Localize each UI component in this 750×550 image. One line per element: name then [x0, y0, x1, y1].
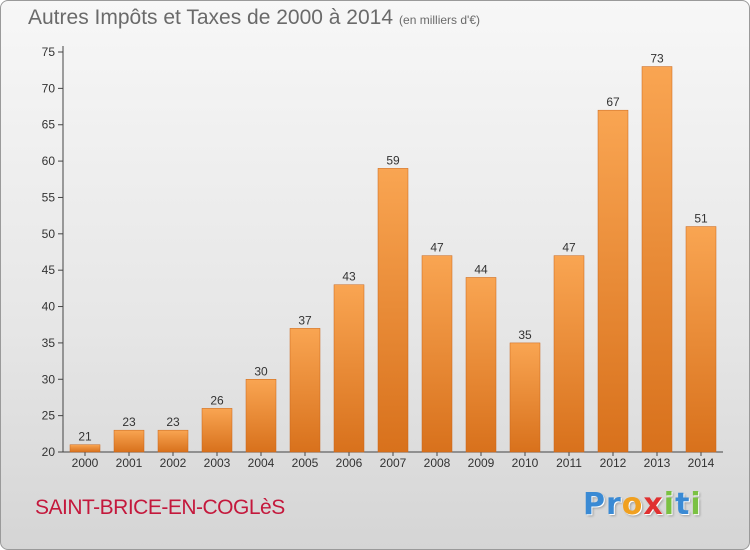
proxiti-logo: Proxiti: [583, 487, 702, 522]
x-tick-label: 2014: [688, 456, 715, 470]
logo-letter: x: [643, 487, 664, 522]
bar: [465, 277, 497, 453]
bar-value-label: 73: [650, 52, 664, 66]
x-tick-label: 2011: [556, 456, 582, 470]
logo-letter: P: [583, 487, 606, 522]
bar-value-label: 37: [298, 313, 312, 327]
commune-name: SAINT-BRICE-EN-COGLèS: [35, 496, 285, 519]
x-tick-label: 2005: [292, 456, 319, 470]
y-tick-label: 70: [42, 81, 56, 95]
bar: [289, 328, 321, 453]
bar: [641, 66, 673, 453]
chart-unit: (en milliers d'€): [399, 13, 481, 27]
bar: [333, 284, 365, 453]
bar-value-label: 26: [210, 393, 224, 407]
y-tick-label: 40: [42, 300, 56, 314]
bars: [69, 66, 717, 453]
bar: [597, 109, 629, 453]
bar: [245, 379, 277, 453]
bar: [157, 429, 189, 453]
y-tick-label: 20: [42, 445, 56, 459]
bar-value-label: 23: [122, 415, 136, 429]
bar-value-label: 47: [430, 241, 444, 255]
logo-letter: t: [675, 487, 691, 522]
bar: [685, 226, 717, 453]
x-tick-label: 2013: [644, 456, 671, 470]
x-tick-label: 2002: [160, 456, 187, 470]
x-tick-label: 2006: [336, 456, 363, 470]
x-tick-label: 2001: [116, 456, 143, 470]
bar-value-label: 51: [694, 212, 708, 226]
bar-value-label: 59: [386, 153, 400, 167]
bar: [377, 168, 409, 453]
y-tick-label: 25: [42, 409, 56, 423]
bar-value-label: 47: [562, 241, 576, 255]
x-tick-label: 2008: [424, 456, 451, 470]
data-labels: 21 23 23 26 30 37 43 59 47 44 35 47 67 73 51: [78, 52, 708, 444]
y-tick-label: 35: [42, 336, 56, 350]
bar: [509, 342, 541, 453]
chart-title: Autres Impôts et Taxes de 2000 à 2014 (en…: [28, 6, 480, 30]
bar: [201, 408, 233, 453]
bar-value-label: 43: [342, 270, 356, 284]
bar-value-label: 35: [518, 328, 532, 342]
logo-letter: o: [621, 487, 644, 522]
logo-letter: i: [663, 487, 676, 522]
y-tick-label: 60: [42, 154, 56, 168]
y-tick-label: 30: [42, 372, 56, 386]
y-tick-label: 45: [42, 263, 56, 277]
y-tick-label: 65: [42, 118, 56, 132]
x-tick-label: 2010: [512, 456, 539, 470]
bar-value-label: 23: [166, 415, 180, 429]
bar-value-label: 67: [606, 95, 620, 109]
x-tick-label: 2000: [72, 456, 99, 470]
bar-value-label: 30: [254, 364, 268, 378]
y-tick-label: 55: [42, 190, 56, 204]
logo-letter: r: [606, 487, 622, 522]
bar-value-label: 21: [78, 430, 92, 444]
y-tick-label: 50: [42, 227, 56, 241]
x-tick-label: 2003: [204, 456, 231, 470]
bar-value-label: 44: [474, 262, 488, 276]
y-tick-label: 75: [42, 45, 56, 59]
bar: [553, 255, 585, 453]
bar: [113, 429, 145, 453]
chart-title-text: Autres Impôts et Taxes de 2000 à 2014: [28, 6, 394, 29]
bar: [69, 444, 101, 453]
logo-letter: i: [690, 487, 702, 522]
x-tick-label: 2012: [600, 456, 627, 470]
bar: [421, 255, 453, 453]
x-tick-label: 2009: [468, 456, 495, 470]
x-tick-label: 2007: [380, 456, 407, 470]
x-tick-label: 2004: [248, 456, 275, 470]
